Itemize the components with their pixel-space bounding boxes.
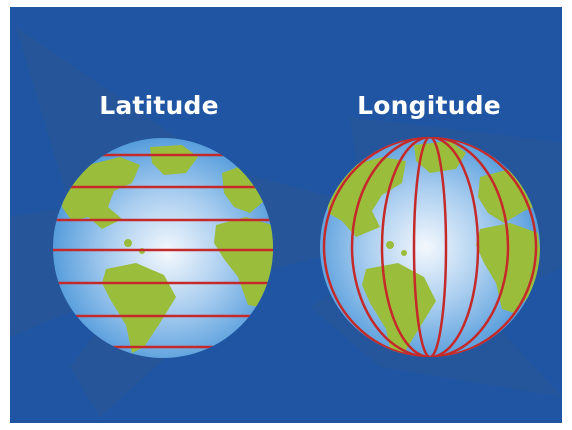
diagram-panel: Latitude Longitude: [10, 7, 562, 423]
latitude-continents: [62, 145, 273, 353]
latitude-label: Latitude: [99, 91, 219, 120]
longitude-label: Longitude: [357, 91, 501, 120]
diagram-canvas: [10, 27, 562, 417]
longitude-lines: [322, 137, 538, 357]
latitude-globe: [53, 138, 273, 358]
